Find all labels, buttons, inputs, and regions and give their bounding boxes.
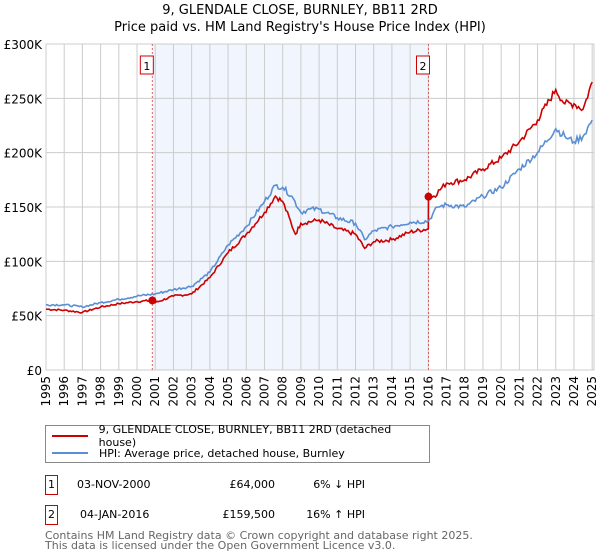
sale-point [424, 192, 433, 201]
x-tick-label: 2016 [421, 376, 435, 407]
legend-item-property: 9, GLENDALE CLOSE, BURNLEY, BB11 2RD (de… [52, 423, 429, 449]
footer-line: This data is licensed under the Open Gov… [45, 539, 396, 552]
x-tick-label: 2005 [221, 376, 235, 407]
transaction-date: 04-JAN-2016 [80, 508, 150, 521]
y-tick-label: £100K [4, 255, 44, 269]
legend-swatch-red [52, 435, 88, 437]
x-tick-label: 2010 [312, 376, 326, 407]
x-tick-label: 2021 [512, 376, 526, 407]
x-tick-label: 2015 [403, 376, 417, 407]
x-tick-label: 2018 [458, 376, 472, 407]
chart-subtitle: Price paid vs. HM Land Registry's House … [114, 20, 486, 35]
sale-label-box [416, 55, 431, 75]
transaction-date: 03-NOV-2000 [77, 478, 151, 491]
transaction-marker: 2 [45, 505, 58, 525]
legend-swatch-blue [52, 452, 88, 454]
transaction-marker: 1 [45, 475, 58, 495]
x-tick-label: 2002 [166, 376, 180, 407]
transaction-row: 1 03-NOV-2000 £64,000 6% ↓ HPI [45, 475, 465, 495]
x-tick-label: 2024 [567, 376, 581, 407]
x-tick-label: 1998 [94, 376, 108, 407]
plot-frame [45, 43, 595, 371]
y-tick-label: £200K [4, 147, 44, 161]
x-tick-label: 2017 [440, 376, 454, 407]
sale-point [148, 296, 157, 305]
x-tick-label: 2004 [203, 376, 217, 407]
x-tick-label: 2000 [130, 376, 144, 407]
transaction-price: £64,000 [229, 478, 276, 491]
x-tick-label: 2023 [549, 376, 563, 407]
y-tick-label: £250K [4, 92, 44, 106]
x-tick-label: 2011 [330, 376, 344, 407]
x-tick-label: 2014 [385, 376, 399, 407]
x-tick-label: 1996 [57, 376, 71, 407]
y-tick-label: £150K [4, 201, 44, 215]
x-tick-label: 2012 [349, 376, 363, 407]
legend-label: HPI: Average price, detached house, Burn… [99, 446, 345, 460]
series-line-property [45, 81, 593, 314]
chart-title: 9, GLENDALE CLOSE, BURNLEY, BB11 2RD [162, 3, 438, 18]
transaction-price: £159,500 [222, 508, 276, 521]
x-tick-label: 2001 [148, 376, 162, 407]
x-tick-label: 2020 [494, 376, 508, 407]
x-tick-label: 2003 [185, 376, 199, 407]
legend: 9, GLENDALE CLOSE, BURNLEY, BB11 2RD (de… [45, 423, 430, 463]
x-tick-label: 2022 [531, 376, 545, 407]
sale-label: 2 [420, 60, 427, 73]
x-tick-label: 2013 [367, 376, 381, 407]
x-tick-label: 1997 [75, 376, 89, 407]
x-tick-label: 1999 [112, 376, 126, 407]
x-tick-label: 2006 [239, 376, 253, 407]
x-tick-label: 2008 [276, 376, 290, 407]
sale-label-box [139, 55, 154, 75]
sale-label: 1 [143, 60, 150, 73]
legend-item-hpi: HPI: Average price, detached house, Burn… [52, 445, 345, 461]
legend-label: 9, GLENDALE CLOSE, BURNLEY, BB11 2RD (de… [98, 423, 392, 449]
x-tick-label: 2019 [476, 376, 490, 407]
footer-line: Contains HM Land Registry data © Crown c… [45, 529, 473, 542]
x-tick-label: 2025 [585, 376, 599, 407]
series-line-hpi [45, 119, 593, 309]
x-tick-label: 1995 [39, 376, 53, 407]
transaction-row: 2 04-JAN-2016 £159,500 16% ↑ HPI [45, 505, 465, 525]
transaction-hpi: 6% ↓ HPI [313, 478, 365, 491]
x-tick-label: 2009 [294, 376, 308, 407]
y-tick-label: £50K [11, 310, 43, 324]
y-tick-label: £0 [27, 364, 42, 378]
price-chart: £0 £50K £100K £150K £200K £250K £300K 1995 1996 1… [4, 38, 600, 407]
footer: Contains HM Land Registry data © Crown c… [45, 529, 473, 552]
y-tick-label: £300K [4, 38, 44, 52]
x-tick-label: 2007 [257, 376, 271, 407]
transaction-hpi: 16% ↑ HPI [306, 508, 365, 521]
